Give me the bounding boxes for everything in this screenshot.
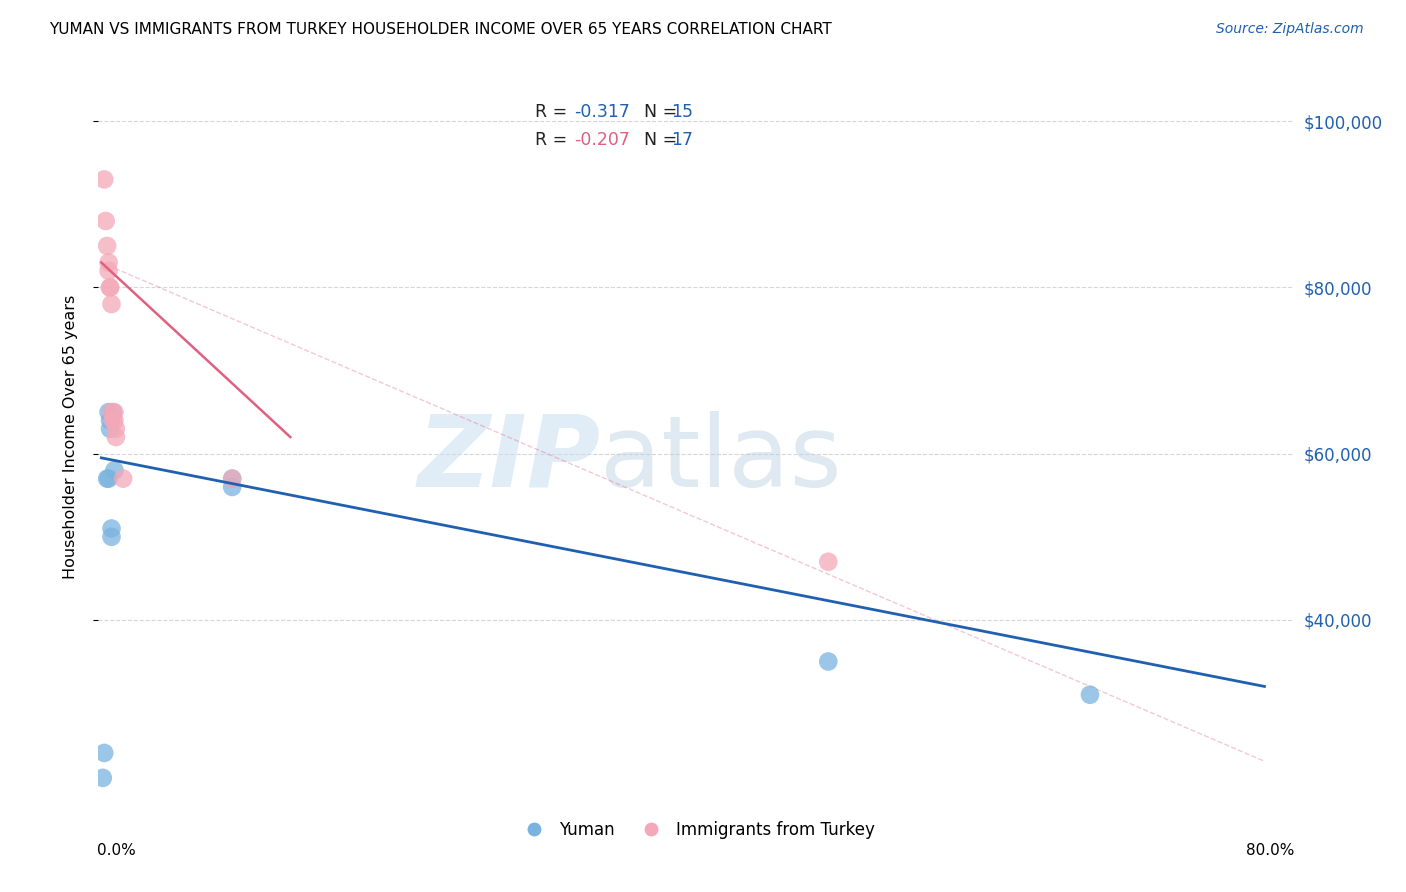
Point: [98, 413, 121, 427]
Text: atlas: atlas: [600, 410, 842, 508]
Point: [97, 472, 120, 486]
Text: R =: R =: [534, 130, 572, 148]
Text: -0.207: -0.207: [574, 130, 630, 148]
Point: [94, 214, 117, 228]
Point: [101, 405, 124, 419]
Point: [103, 413, 125, 427]
Text: 17: 17: [671, 130, 693, 148]
Point: [97, 405, 120, 419]
Point: [103, 463, 125, 477]
Point: [221, 480, 243, 494]
Text: YUMAN VS IMMIGRANTS FROM TURKEY HOUSEHOLDER INCOME OVER 65 YEARS CORRELATION CHA: YUMAN VS IMMIGRANTS FROM TURKEY HOUSEHOL…: [49, 22, 832, 37]
Point: [104, 422, 127, 436]
Text: R =: R =: [534, 103, 572, 120]
Legend: Yuman, Immigrants from Turkey: Yuman, Immigrants from Turkey: [510, 814, 882, 846]
Point: [93, 172, 115, 186]
Point: [221, 472, 243, 486]
Point: [101, 413, 124, 427]
Point: [100, 530, 122, 544]
Point: [103, 405, 125, 419]
Point: [100, 297, 122, 311]
Point: [1078, 688, 1101, 702]
Point: [98, 422, 121, 436]
Point: [96, 239, 118, 253]
Text: 0.0%: 0.0%: [97, 843, 136, 858]
Point: [817, 655, 839, 669]
Point: [97, 264, 120, 278]
Point: [91, 771, 114, 785]
Point: [112, 472, 135, 486]
Point: [96, 472, 118, 486]
Text: 15: 15: [671, 103, 693, 120]
Point: [817, 555, 839, 569]
Y-axis label: Householder Income Over 65 years: Householder Income Over 65 years: [63, 295, 77, 579]
Text: N =: N =: [633, 103, 682, 120]
Point: [98, 280, 121, 294]
Point: [100, 405, 122, 419]
Point: [93, 746, 115, 760]
Point: [100, 521, 122, 535]
Point: [97, 255, 120, 269]
Point: [104, 430, 127, 444]
Text: ZIP: ZIP: [418, 410, 600, 508]
Text: N =: N =: [633, 130, 682, 148]
Point: [221, 472, 243, 486]
Text: -0.317: -0.317: [574, 103, 630, 120]
Point: [98, 280, 121, 294]
Text: 80.0%: 80.0%: [1246, 843, 1295, 858]
Text: Source: ZipAtlas.com: Source: ZipAtlas.com: [1216, 22, 1364, 37]
